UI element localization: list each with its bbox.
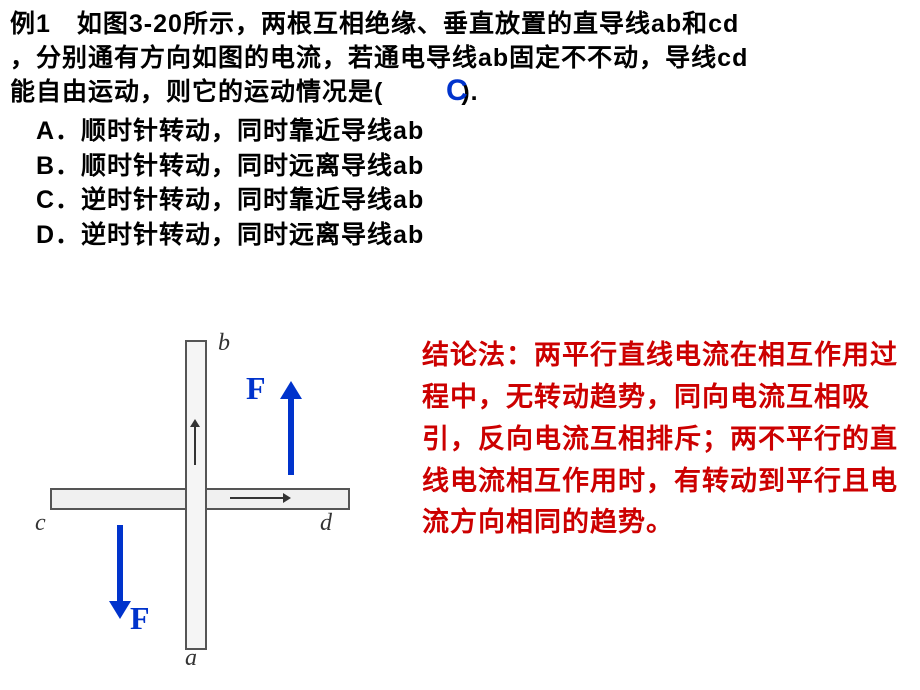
physics-diagram: b a c d F F xyxy=(30,320,360,650)
conclusion-text: 结论法：两平行直线电流在相互作用过程中，无转动趋势，同向电流互相吸引，反向电流互… xyxy=(422,335,902,544)
force-label-down: F xyxy=(130,600,150,637)
options-list: A．顺时针转动，同时靠近导线ab B．顺时针转动，同时远离导线ab C．逆时针转… xyxy=(36,114,424,252)
wire-cd-right xyxy=(207,488,350,510)
force-arrow-up xyxy=(288,395,294,475)
label-d: d xyxy=(320,510,332,537)
label-c: c xyxy=(35,510,46,537)
example-prefix: 例1 xyxy=(10,10,51,38)
label-b: b xyxy=(218,330,230,357)
label-a: a xyxy=(185,645,197,672)
wire-cd-left xyxy=(50,488,185,510)
question-line1: 如图3-20所示，两根互相绝缘、垂直放置的直导线ab和cd xyxy=(51,10,739,38)
force-label-up: F xyxy=(246,370,266,407)
wire-ab xyxy=(185,340,207,650)
current-arrow-cd xyxy=(230,497,285,499)
answer-mark: C xyxy=(446,74,468,108)
option-c: C．逆时针转动，同时靠近导线ab xyxy=(36,183,424,218)
force-arrow-down xyxy=(117,525,123,605)
option-d: D．逆时针转动，同时远离导线ab xyxy=(36,218,424,253)
option-b: B．顺时针转动，同时远离导线ab xyxy=(36,149,424,184)
question-line3: 能自由运动，则它的运动情况是( ). xyxy=(10,78,479,106)
option-a: A．顺时针转动，同时靠近导线ab xyxy=(36,114,424,149)
question-line2: ，分别通有方向如图的电流，若通电导线ab固定不不动，导线cd xyxy=(10,44,748,72)
current-arrow-ab xyxy=(194,425,196,465)
